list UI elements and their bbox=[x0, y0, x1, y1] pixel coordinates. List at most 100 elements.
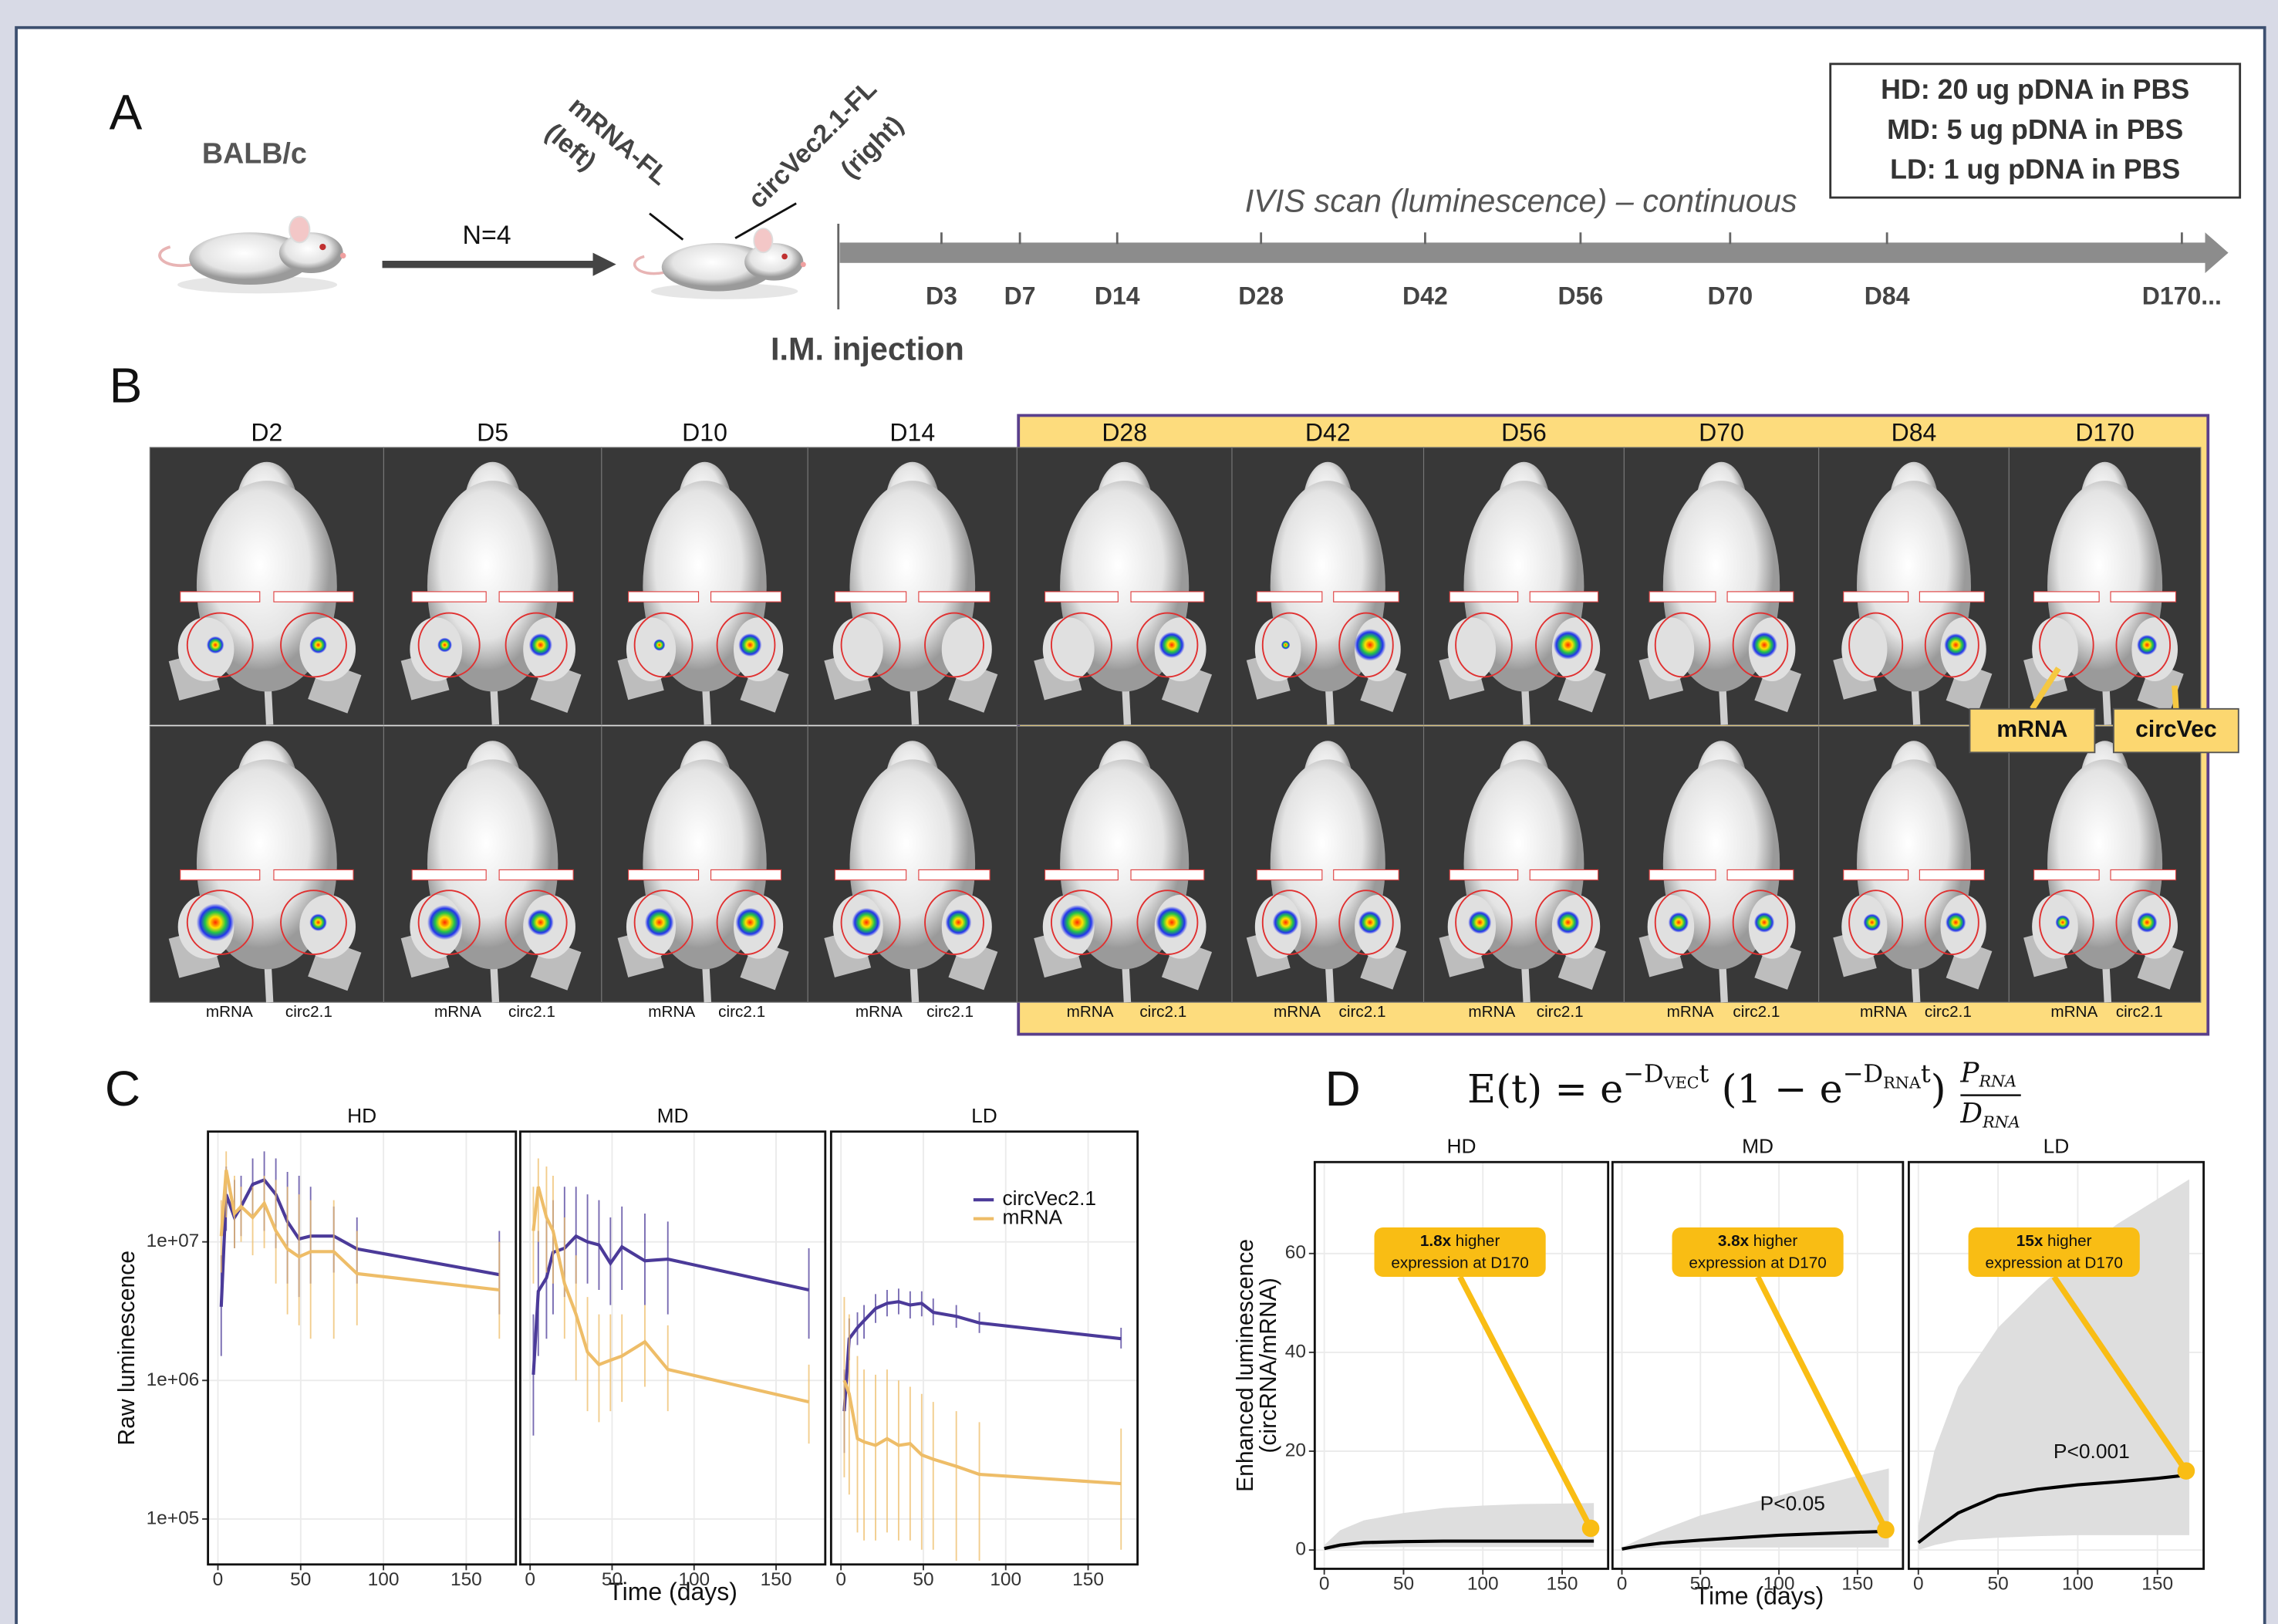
dose-label: LD: 1 ug pDNA in PBS bbox=[1890, 154, 2180, 185]
facet-background bbox=[208, 1131, 516, 1565]
roi-label bbox=[1843, 591, 1909, 603]
mouse-ear bbox=[289, 215, 311, 244]
column-caption: mRNA bbox=[648, 1003, 695, 1021]
timepoint-label: D3 bbox=[926, 282, 957, 309]
timepoint-label: D28 bbox=[1238, 282, 1284, 309]
column-header: D70 bbox=[1699, 418, 1744, 446]
x-tick-label: 100 bbox=[990, 1569, 1021, 1590]
x-tick-label: 50 bbox=[602, 1569, 623, 1590]
signal bbox=[196, 903, 235, 942]
signal bbox=[1156, 906, 1188, 939]
column-caption: circ2.1 bbox=[508, 1003, 555, 1021]
column-caption: mRNA bbox=[1667, 1003, 1714, 1021]
mouse-tail bbox=[158, 245, 193, 267]
x-tick-label: 150 bbox=[1841, 1574, 1873, 1595]
roi-label bbox=[1130, 591, 1205, 603]
signal bbox=[528, 633, 552, 657]
signal bbox=[1281, 640, 1291, 650]
ribbon bbox=[1622, 1468, 1889, 1551]
column-caption: circ2.1 bbox=[1537, 1003, 1584, 1021]
callout-bold: 3.8x bbox=[1718, 1232, 1750, 1250]
signal bbox=[653, 639, 666, 651]
signal bbox=[1272, 909, 1299, 936]
series-line bbox=[842, 1300, 1122, 1412]
mouse-body bbox=[189, 232, 312, 285]
signal bbox=[2137, 634, 2158, 656]
column-caption: mRNA bbox=[1274, 1003, 1321, 1021]
dose-box bbox=[1829, 62, 2242, 199]
roi-label bbox=[1130, 869, 1205, 881]
signal bbox=[1668, 912, 1689, 933]
annotation-dot bbox=[2177, 1462, 2195, 1480]
roi-circle bbox=[1848, 612, 1904, 678]
roi-label bbox=[411, 869, 487, 881]
roi-label bbox=[180, 869, 261, 881]
x-tick-label: 150 bbox=[451, 1569, 482, 1590]
facet-background bbox=[831, 1131, 1138, 1565]
formula-fraction: DRNA bbox=[1959, 1098, 2020, 1131]
signal bbox=[2055, 915, 2070, 930]
mouse-leg bbox=[299, 617, 356, 682]
mouse-leg bbox=[177, 617, 235, 682]
series-line bbox=[532, 1186, 810, 1404]
callout-text: higher bbox=[2047, 1232, 2092, 1250]
mouse-tail bbox=[633, 255, 665, 275]
signal bbox=[2137, 912, 2158, 933]
roi-label bbox=[1919, 591, 1985, 603]
roi-label bbox=[1919, 869, 1985, 881]
column-caption: mRNA bbox=[1860, 1003, 1907, 1021]
roi-label bbox=[411, 591, 487, 603]
series-line bbox=[1622, 1529, 1889, 1551]
column-header: D5 bbox=[477, 418, 508, 446]
roi-label bbox=[628, 591, 700, 603]
column-header: D28 bbox=[1102, 418, 1147, 446]
column-header: D42 bbox=[1305, 418, 1351, 446]
mouse-body bbox=[661, 243, 775, 292]
x-axis-title: Time (days) bbox=[608, 1578, 737, 1605]
roi-label bbox=[1843, 869, 1909, 881]
timepoint-label: D170... bbox=[2142, 282, 2222, 309]
mouse-leg bbox=[2032, 617, 2078, 682]
column-caption: mRNA bbox=[1067, 1003, 1114, 1021]
scan-label: IVIS scan (luminescence) – continuous bbox=[1245, 184, 1797, 219]
roi-label bbox=[180, 591, 261, 603]
mouse-leg bbox=[2032, 894, 2078, 959]
roi-circle bbox=[1261, 612, 1318, 678]
strain-label: BALB/c bbox=[202, 137, 307, 169]
formula-part: ) bbox=[1931, 1066, 1946, 1112]
x-tick-label: 0 bbox=[1913, 1574, 1924, 1595]
x-tick-label: 50 bbox=[1987, 1574, 2008, 1595]
column-caption: mRNA bbox=[2050, 1003, 2097, 1021]
signal bbox=[738, 633, 762, 657]
x-tick-label: 50 bbox=[290, 1569, 311, 1590]
legend-label: circVec2.1 bbox=[1003, 1187, 1097, 1210]
roi-label bbox=[1529, 591, 1599, 603]
formula-fraction: PRNA bbox=[1959, 1057, 2016, 1090]
y-tick-label: 60 bbox=[1285, 1242, 1306, 1263]
callout-text: higher bbox=[1753, 1232, 1798, 1250]
formula-part: RNA bbox=[1883, 1073, 1922, 1092]
column-caption: circ2.1 bbox=[2116, 1003, 2163, 1021]
column-header: D14 bbox=[889, 418, 935, 446]
mouse-nose bbox=[339, 252, 346, 259]
roi-label bbox=[273, 591, 354, 603]
roi-circle bbox=[2115, 890, 2172, 955]
roi-label bbox=[2110, 869, 2177, 881]
mouse-nose bbox=[800, 262, 806, 268]
formula-part: D bbox=[1959, 1098, 1983, 1129]
series-line bbox=[219, 1170, 500, 1292]
signal bbox=[1159, 632, 1185, 658]
roi-label bbox=[1256, 591, 1323, 603]
roi-label bbox=[834, 591, 907, 603]
ribbon bbox=[1324, 1503, 1595, 1551]
panel-label: B bbox=[110, 358, 143, 414]
formula-part: RNA bbox=[1978, 1072, 2016, 1090]
roi-circle bbox=[1050, 612, 1112, 678]
signal bbox=[1468, 910, 1492, 934]
roi-circle bbox=[633, 612, 694, 678]
mouse-eye bbox=[319, 243, 326, 251]
signal bbox=[1944, 633, 1968, 657]
roi-circle bbox=[1050, 890, 1112, 955]
timepoint-label: D56 bbox=[1558, 282, 1604, 309]
roi-label bbox=[498, 591, 574, 603]
